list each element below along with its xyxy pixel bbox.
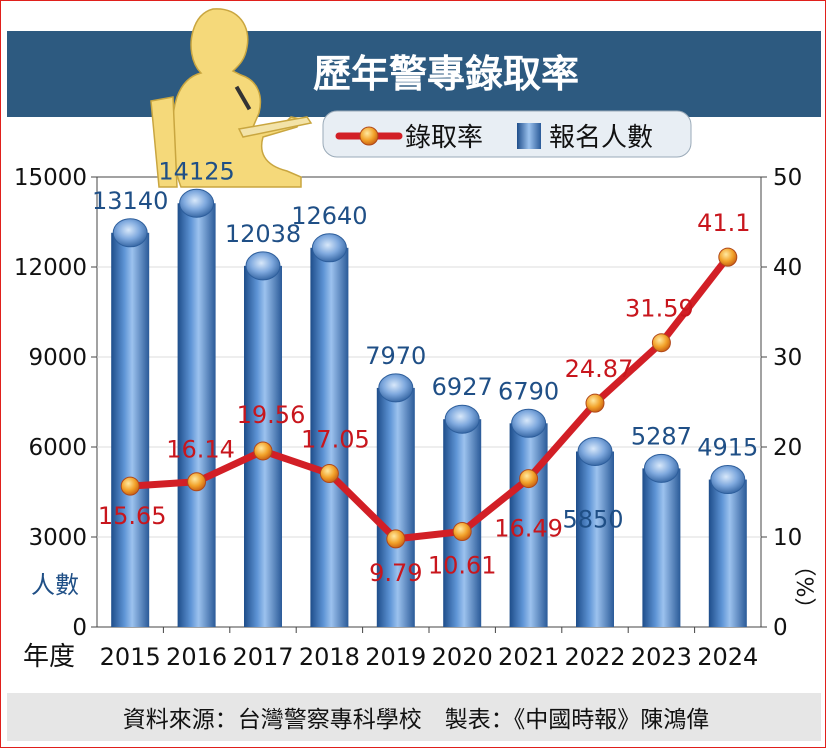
bar bbox=[576, 451, 614, 627]
left-tick-label: 9000 bbox=[28, 345, 87, 371]
rate-value-label: 19.56 bbox=[237, 401, 306, 429]
right-tick-label: 50 bbox=[773, 165, 802, 191]
bar-cap bbox=[444, 404, 480, 434]
x-tick-label: 2015 bbox=[100, 643, 161, 671]
rate-marker bbox=[386, 529, 406, 549]
bar-value-label: 4915 bbox=[697, 434, 758, 462]
bar-value-label: 6790 bbox=[498, 377, 559, 405]
rate-value-label: 16.14 bbox=[166, 436, 235, 464]
left-tick-label: 0 bbox=[72, 615, 87, 641]
rate-marker bbox=[718, 247, 738, 267]
bar-value-label: 6927 bbox=[432, 373, 493, 401]
x-tick-label: 2018 bbox=[299, 643, 360, 671]
left-tick-label: 15000 bbox=[14, 165, 87, 191]
line-series-rate bbox=[120, 247, 738, 549]
source-note: 資料來源：台灣警察專科學校 製表：《中國時報》陳鴻偉 bbox=[123, 707, 710, 733]
rate-marker bbox=[651, 333, 671, 353]
x-axis-ticks: 2015 2016 2017 2018 2019 2020 2021 2022 2023 2024 bbox=[100, 627, 758, 671]
bar bbox=[310, 247, 349, 628]
rate-line bbox=[126, 253, 732, 543]
left-axis-ticks: 0 3000 6000 9000 12000 15000 bbox=[14, 165, 97, 641]
rate-value-label: 15.65 bbox=[98, 502, 167, 530]
legend-label-applicants: 報名人數 bbox=[549, 123, 653, 153]
rate-value-label: 9.79 bbox=[369, 559, 422, 587]
right-tick-label: 0 bbox=[773, 615, 788, 641]
x-tick-label: 2022 bbox=[564, 643, 625, 671]
legend-box bbox=[322, 110, 692, 158]
x-tick-label: 2023 bbox=[631, 643, 692, 671]
right-axis-ticks: 0 10 20 30 40 50 bbox=[761, 165, 802, 641]
chart-title: 歷年警專錄取率 bbox=[313, 52, 579, 96]
legend-bar-swatch bbox=[517, 123, 541, 149]
x-tick-label: 2024 bbox=[697, 643, 758, 671]
bar-value-label: 14125 bbox=[158, 157, 234, 185]
bar-cap bbox=[511, 408, 547, 438]
x-tick-label: 2016 bbox=[166, 643, 227, 671]
bar-value-label: 5287 bbox=[631, 422, 692, 450]
rate-value-label: 10.61 bbox=[428, 552, 497, 580]
bar bbox=[111, 232, 150, 628]
rate-marker bbox=[187, 472, 207, 492]
right-tick-label: 20 bbox=[773, 435, 802, 461]
legend-label-rate: 錄取率 bbox=[405, 123, 483, 153]
rate-marker bbox=[319, 464, 339, 484]
rate-marker bbox=[253, 441, 273, 461]
rate-value-label: 16.49 bbox=[494, 515, 563, 543]
x-tick-label: 2020 bbox=[432, 643, 493, 671]
x-axis-label: 年度 bbox=[23, 642, 75, 672]
bar-cap bbox=[311, 233, 347, 263]
right-tick-label: 30 bbox=[773, 345, 802, 371]
bar-cap bbox=[710, 465, 746, 495]
left-tick-label: 6000 bbox=[28, 435, 87, 461]
rate-marker bbox=[120, 476, 140, 496]
bar-value-label: 5850 bbox=[562, 506, 623, 534]
bar bbox=[708, 479, 747, 627]
footer bbox=[7, 693, 821, 741]
right-tick-label: 10 bbox=[773, 525, 802, 551]
rate-marker bbox=[585, 393, 605, 413]
rate-value-label: 41.1 bbox=[697, 209, 750, 237]
left-axis-label: 人數 bbox=[31, 571, 79, 599]
rate-value-label: 31.59 bbox=[625, 295, 694, 323]
bar-value-label: 7970 bbox=[365, 342, 426, 370]
right-tick-label: 40 bbox=[773, 255, 802, 281]
bar bbox=[177, 203, 216, 627]
rate-value-label: 24.87 bbox=[565, 355, 634, 383]
bar-series-applicants bbox=[111, 188, 747, 628]
bar bbox=[376, 387, 415, 627]
bar-cap bbox=[643, 453, 679, 483]
left-tick-label: 3000 bbox=[28, 525, 87, 551]
bar bbox=[642, 468, 681, 627]
silhouette-pen bbox=[234, 85, 252, 111]
right-axis-label: （%） bbox=[791, 555, 816, 620]
x-tick-label: 2017 bbox=[232, 643, 293, 671]
bar-cap bbox=[179, 188, 215, 218]
rate-marker bbox=[452, 522, 472, 542]
bar-cap bbox=[577, 437, 613, 466]
rate-value-label: 17.05 bbox=[301, 426, 370, 454]
rate-marker bbox=[519, 469, 539, 489]
x-tick-label: 2019 bbox=[365, 643, 426, 671]
legend: 錄取率 報名人數 bbox=[322, 110, 692, 158]
bar bbox=[509, 423, 548, 627]
left-tick-label: 12000 bbox=[14, 255, 87, 281]
legend-marker-swatch bbox=[359, 126, 379, 146]
bar-value-label: 12640 bbox=[291, 202, 367, 230]
bar-value-label: 12038 bbox=[225, 220, 301, 248]
x-tick-label: 2021 bbox=[498, 643, 559, 671]
title-banner bbox=[7, 31, 821, 117]
bar-value-label: 13140 bbox=[92, 187, 168, 215]
bar-cap bbox=[245, 251, 281, 281]
bar-cap bbox=[378, 373, 414, 403]
student-silhouette-icon bbox=[150, 8, 313, 188]
bar-cap bbox=[112, 218, 148, 248]
